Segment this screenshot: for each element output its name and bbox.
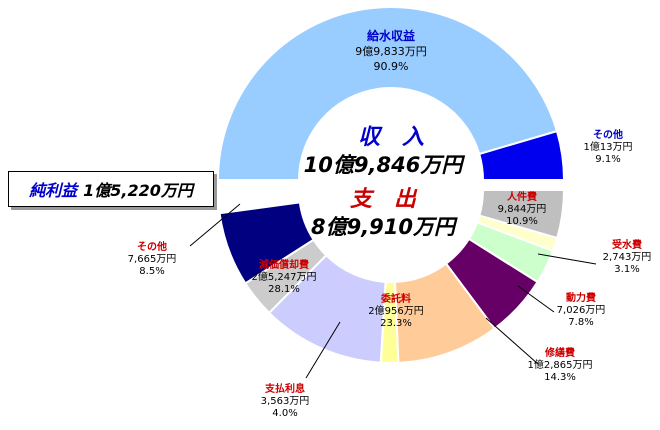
expense-4-name-label: 委託料 — [380, 292, 411, 305]
expense-2-percent-label: 7.8% — [568, 317, 593, 328]
expense-center-total: 8億9,910万円 — [311, 215, 458, 239]
expense-7-name-label: その他 — [137, 240, 167, 253]
expense-2-value-label: 7,026万円 — [557, 305, 606, 316]
income-slice-1 — [478, 129, 566, 181]
income-center-total: 10億9,846万円 — [304, 153, 466, 177]
expense-6-name-label: 減価償却費 — [259, 258, 309, 271]
slice-labels: 給水収益9億9,833万円90.9%その他1億13万円9.1%人件費9,844万… — [128, 28, 652, 419]
income-1-value-label: 1億13万円 — [583, 140, 632, 153]
leader-lines — [189, 203, 597, 379]
expense-6-percent-label: 28.1% — [268, 284, 300, 295]
expense-5-name-label: 支払利息 — [264, 382, 305, 395]
expense-3-percent-label: 14.3% — [544, 372, 576, 383]
income-slice-0 — [216, 6, 559, 181]
donut-slices — [216, 6, 566, 364]
expense-5-leader-line — [305, 321, 341, 379]
expense-7-value-label: 7,665万円 — [128, 254, 177, 265]
expense-3-name-label: 修繕費 — [544, 346, 575, 359]
expense-0-percent-label: 10.9% — [506, 216, 538, 227]
expense-slice-8 — [218, 201, 315, 285]
expense-5-percent-label: 4.0% — [272, 408, 297, 419]
expense-4-value-label: 2億956万円 — [368, 304, 423, 317]
net-profit-label: 純利益 — [29, 181, 78, 200]
center-summary: 収 入 10億9,846万円 支 出 8億9,910万円 — [304, 125, 466, 239]
income-1-percent-label: 9.1% — [595, 154, 620, 165]
expense-7-percent-label: 8.5% — [139, 266, 164, 277]
income-0-value-label: 9億9,833万円 — [355, 45, 427, 58]
income-0-name-label: 給水収益 — [367, 28, 415, 43]
expense-7-leader-line — [189, 203, 241, 247]
net-profit-callout: 純利益 1億5,220万円 — [8, 171, 214, 207]
expense-6-value-label: 2億5,247万円 — [252, 270, 317, 283]
expense-4-percent-label: 23.3% — [380, 318, 412, 329]
expense-0-name-label: 人件費 — [507, 190, 537, 203]
expense-2-leader-line — [517, 285, 555, 313]
income-0-percent-label: 90.9% — [374, 60, 409, 73]
expense-0-value-label: 9,844万円 — [498, 204, 547, 215]
expense-1-name-label: 受水費 — [612, 238, 642, 251]
expense-3-value-label: 1億2,865万円 — [528, 358, 593, 371]
income-1-name-label: その他 — [593, 128, 623, 141]
expense-1-leader-line — [537, 253, 597, 265]
expense-center-label: 支 出 — [350, 187, 418, 212]
expense-1-percent-label: 3.1% — [614, 264, 639, 275]
expense-5-value-label: 3,563万円 — [261, 396, 310, 407]
expense-1-value-label: 2,743万円 — [603, 252, 652, 263]
expense-3-leader-line — [485, 317, 539, 365]
income-center-label: 収 入 — [358, 125, 424, 150]
net-profit-value: 1億5,220万円 — [83, 181, 193, 200]
expense-2-name-label: 動力費 — [566, 291, 596, 304]
